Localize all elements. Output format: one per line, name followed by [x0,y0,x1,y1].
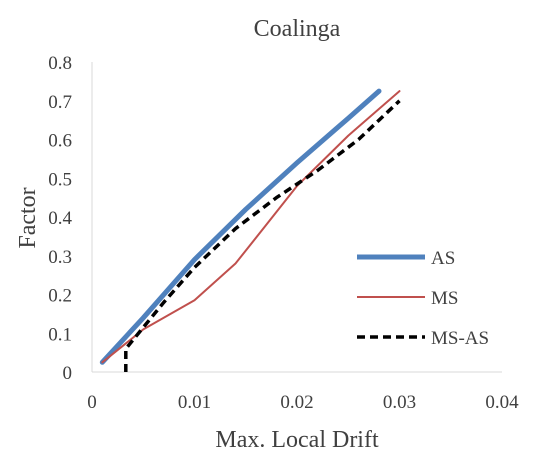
y-tick-label: 0.6 [48,131,72,152]
series-line-ms-as [124,99,401,372]
y-tick-label: 0.5 [48,169,72,190]
x-tick-label: 0.01 [178,392,211,413]
x-tick-label: 0.02 [280,392,313,413]
y-tick-label: 0 [63,363,73,384]
y-tick-label: 0.7 [48,92,72,113]
x-tick-label: 0.03 [383,392,416,413]
legend-label-as: AS [431,248,455,269]
legend: AS MS MS-AS [357,248,489,349]
axes: 0 0.1 0.2 0.3 0.4 0.5 0.6 0.7 0.8 0 0.01 0.02 0.03 0.… [48,53,519,413]
y-tick-label: 0.1 [48,324,72,345]
chart-title: Coalinga [254,16,341,42]
y-tick-label: 0.4 [48,208,72,229]
series-line-as [99,88,382,365]
y-tick-label: 0.2 [48,286,72,307]
x-axis-title: Max. Local Drift [215,427,379,453]
series-lines [99,88,401,372]
y-tick-label: 0.8 [48,53,72,74]
x-tick-label: 0.04 [485,392,519,413]
y-tick-label: 0.3 [48,247,72,268]
y-axis-title: Factor [15,187,41,248]
legend-label-ms: MS [431,288,458,309]
x-tick-label: 0 [87,392,97,413]
legend-label-ms-as: MS-AS [431,328,489,349]
series-line-ms [101,90,401,364]
